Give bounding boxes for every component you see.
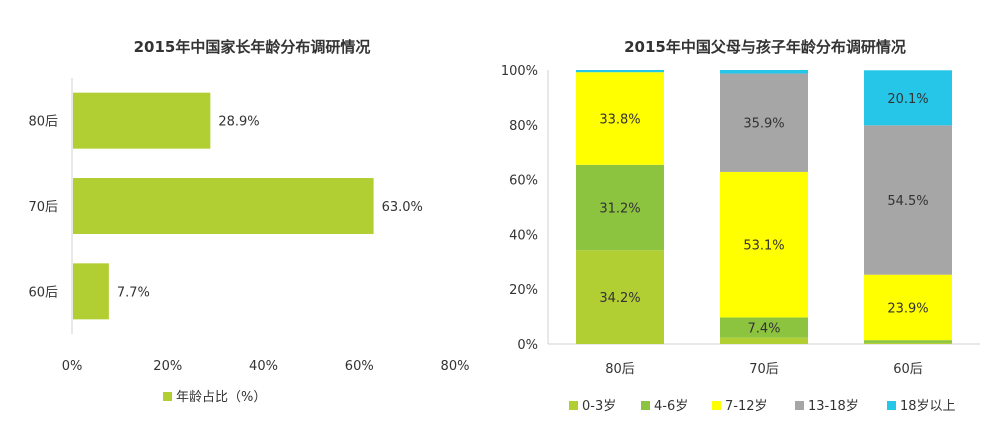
right-segment-data-label: 53.1% [743, 239, 784, 254]
left-y-tick-label: 60后 [28, 285, 58, 300]
right-legend-label: 18岁以上 [900, 399, 956, 414]
left-x-tick-label: 20% [153, 359, 182, 374]
right-legend-label: 7-12岁 [725, 399, 768, 414]
right-x-tick-label: 70后 [749, 362, 779, 377]
right-legend-swatch [641, 401, 650, 410]
right-bar-segment [576, 164, 664, 251]
right-bar-segment [720, 337, 808, 344]
right-y-tick-label: 40% [509, 228, 538, 243]
right-chart: 2015年中国父母与孩子年龄分布调研情况 0% 20% 40% 60% 80% 100% 8… [501, 38, 980, 414]
right-bar-segment [720, 73, 808, 172]
right-segment-data-label: 33.8% [599, 112, 640, 127]
right-legend-swatch [887, 401, 896, 410]
right-legend-label: 4-6岁 [654, 399, 688, 414]
left-bar [73, 263, 109, 320]
right-chart-title: 2015年中国父母与孩子年龄分布调研情况 [624, 38, 906, 56]
right-legend-swatch [569, 401, 578, 410]
left-bar-data-label: 63.0% [382, 200, 423, 215]
right-segment-data-label: 31.2% [599, 202, 640, 217]
left-bar [73, 92, 211, 149]
left-x-tick-label: 0% [62, 359, 83, 374]
right-bar-segment [864, 125, 952, 275]
right-chart-legend: 0-3岁 4-6岁 7-12岁 13-18岁 18岁以上 [569, 399, 956, 414]
right-y-tick-label: 20% [509, 283, 538, 298]
right-bar-segment [720, 70, 808, 74]
left-bar-data-label: 28.9% [218, 115, 259, 130]
right-bar-segment [864, 70, 952, 126]
right-bar-segment [864, 342, 952, 344]
left-chart: 2015年中国家长年龄分布调研情况 0% 20% 40% 60% 80% 80后 70后 60… [28, 38, 469, 405]
right-y-tick-label: 80% [509, 119, 538, 134]
left-legend-swatch [163, 392, 172, 401]
left-bar [73, 178, 374, 234]
left-chart-axes: 0% 20% 40% 60% 80% 80后 70后 60后 [28, 78, 469, 374]
left-chart-legend: 年龄占比（%） [163, 390, 266, 405]
left-y-tick-label: 80后 [28, 115, 58, 130]
right-y-tick-label: 0% [517, 338, 538, 353]
right-bar-segment [864, 274, 952, 341]
left-legend-label: 年龄占比（%） [176, 390, 266, 405]
right-chart-bars: 34.2% 31.2% 33.8% 7.4% 53.1% 35.9% 23.9% 54.5% 2… [576, 70, 952, 344]
right-legend-label: 0-3岁 [582, 399, 616, 414]
right-bar-segment [864, 340, 952, 343]
right-bar-segment [576, 72, 664, 165]
right-chart-axes: 0% 20% 40% 60% 80% 100% 80后 70后 60后 [501, 64, 980, 377]
left-chart-bars: 28.9% 63.0% 7.7% [73, 92, 423, 320]
right-y-tick-label: 100% [501, 64, 538, 79]
right-y-tick-label: 60% [509, 174, 538, 189]
left-bar-data-label: 7.7% [117, 285, 150, 300]
right-segment-data-label: 7.4% [747, 322, 780, 337]
left-x-tick-label: 80% [441, 359, 470, 374]
right-segment-data-label: 20.1% [887, 92, 928, 107]
right-bar-segment [720, 317, 808, 338]
right-x-tick-label: 60后 [893, 362, 923, 377]
right-segment-data-label: 23.9% [887, 301, 928, 316]
left-x-tick-label: 60% [345, 359, 374, 374]
left-x-tick-label: 40% [249, 359, 278, 374]
right-legend-label: 13-18岁 [808, 399, 859, 414]
left-y-tick-label: 70后 [28, 200, 58, 215]
right-bar-segment [576, 250, 664, 344]
right-segment-data-label: 34.2% [599, 291, 640, 306]
right-bar-segment [576, 70, 664, 73]
right-x-tick-label: 80后 [605, 362, 635, 377]
right-segment-data-label: 35.9% [743, 117, 784, 132]
right-legend-swatch [795, 401, 804, 410]
left-chart-title: 2015年中国家长年龄分布调研情况 [134, 38, 371, 56]
right-legend-swatch [712, 401, 721, 410]
right-segment-data-label: 54.5% [887, 194, 928, 209]
right-bar-segment [720, 171, 808, 318]
